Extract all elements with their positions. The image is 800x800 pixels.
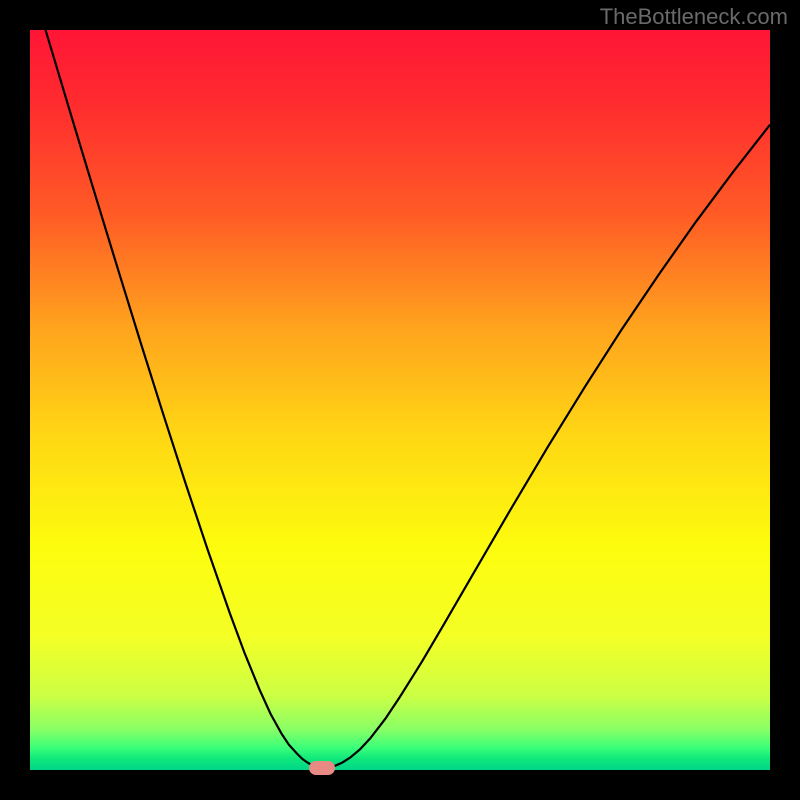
watermark-text: TheBottleneck.com (600, 4, 788, 30)
current-config-marker (309, 761, 335, 775)
gradient-background (30, 30, 770, 770)
